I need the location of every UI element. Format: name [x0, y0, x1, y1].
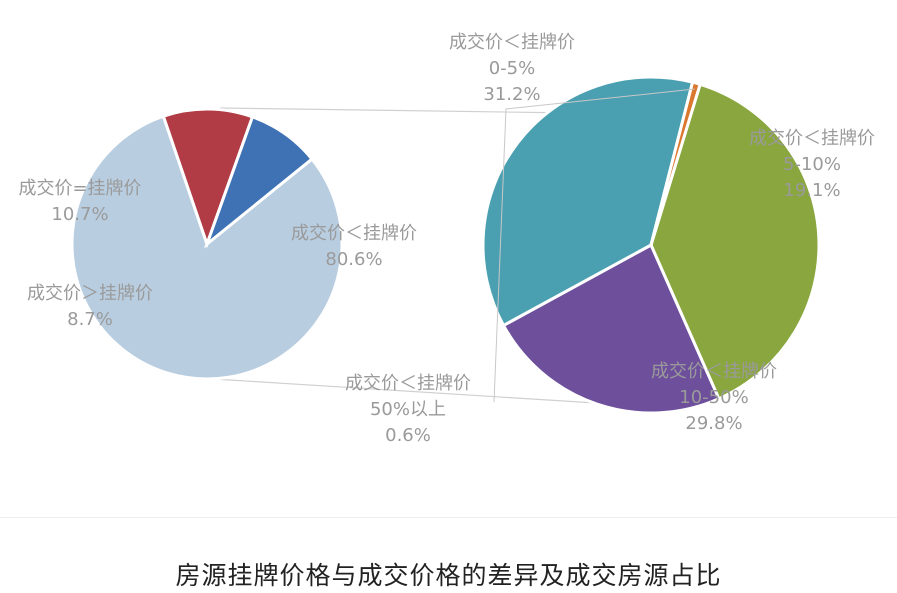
main-pie-slice-3: [203, 114, 315, 249]
breakdown-pie-label-1: 成交价＜挂牌价 0-5% 31.2%: [449, 32, 575, 105]
breakdown-pie-label-2: 成交价＜挂牌价 5-10% 19.1%: [749, 128, 875, 201]
main-pie-label-2: 成交价=挂牌价 10.7%: [18, 178, 141, 225]
chart-caption: 房源挂牌价格与成交价格的差异及成交房源占比: [175, 561, 722, 590]
breakdown-pie-slice-4: [649, 80, 702, 246]
leader-line-50-plus: [493, 88, 695, 403]
breakdown-pie-slice-2: [501, 242, 721, 415]
breakdown-pie-slice-3: [481, 75, 695, 328]
breakdown-pie-slice-1: [649, 82, 821, 401]
chart-area: 成交价＜挂牌价 80.6% 成交价=挂牌价 10.7% 成交价＞挂牌价 8.7% 成交价＜挂…: [18, 32, 875, 446]
main-pie-label-3: 成交价＞挂牌价 8.7%: [27, 283, 153, 330]
breakdown-pie-label-3: 成交价＜挂牌价 10-50% 29.8%: [651, 361, 777, 434]
main-pie-slice-2: [161, 107, 255, 249]
main-pie-label-1: 成交价＜挂牌价 80.6%: [291, 223, 417, 270]
pie-of-pie-chart: 成交价＜挂牌价 80.6% 成交价=挂牌价 10.7% 成交价＞挂牌价 8.7% 成交价＜挂…: [18, 32, 875, 446]
chart-divider: [0, 517, 897, 518]
breakdown-pie-label-4: 成交价＜挂牌价 50%以上 0.6%: [345, 373, 471, 446]
connector-line-bottom: [213, 378, 594, 404]
connector-line-top: [219, 107, 548, 114]
